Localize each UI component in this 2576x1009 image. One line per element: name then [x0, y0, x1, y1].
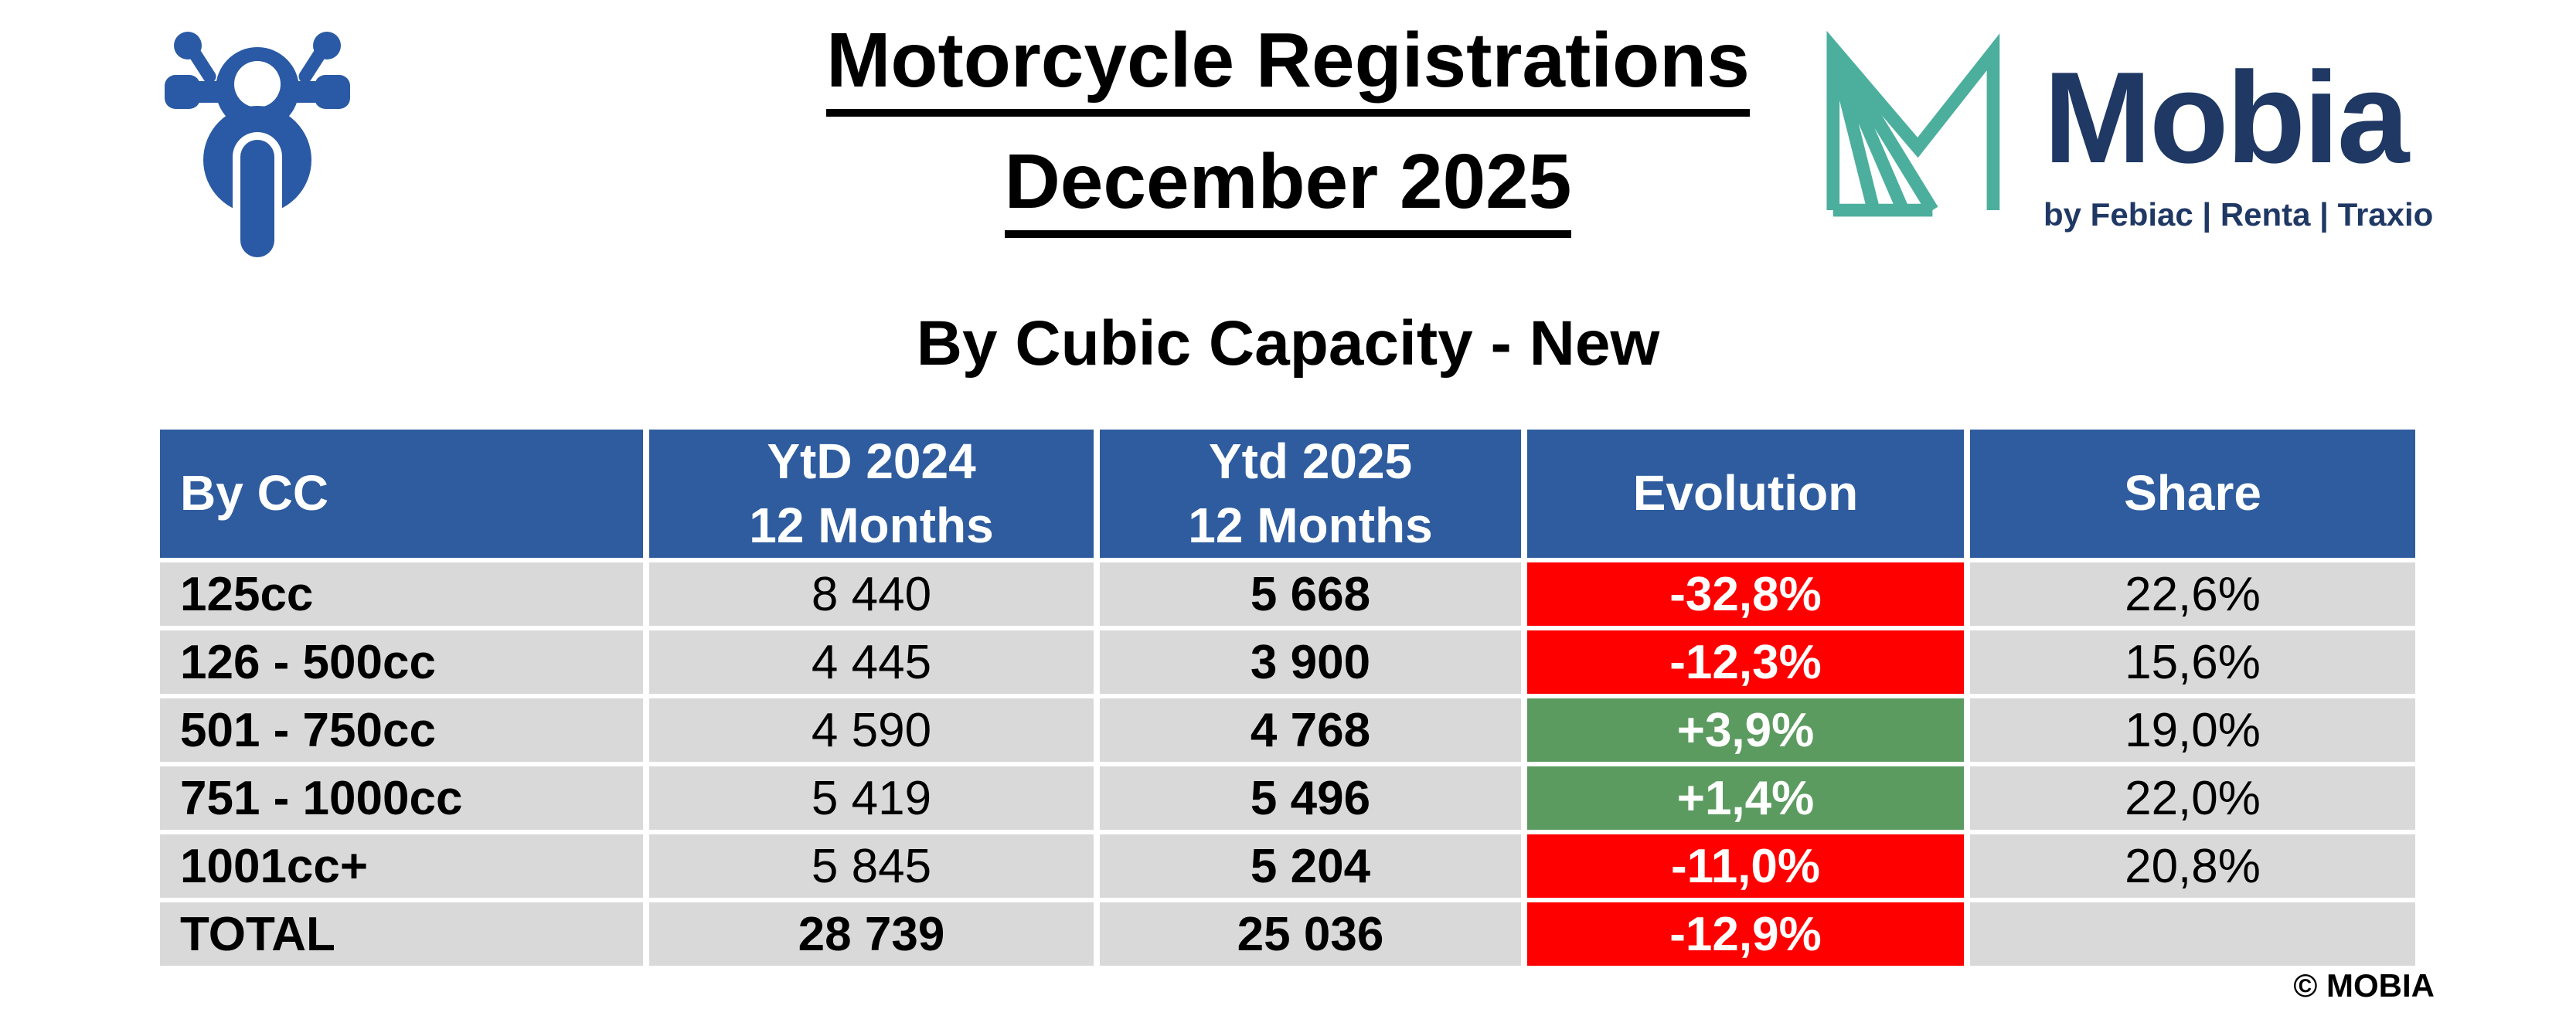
brand-name: Mobia: [2043, 45, 2409, 190]
ytd2024-value: 8 440: [649, 562, 1094, 626]
mobia-logo: Mobia by Febiac | Renta | Traxio: [1815, 31, 2433, 233]
title-text-1: Motorcycle Registrations: [826, 22, 1750, 117]
ytd2024-value: 5 845: [649, 834, 1094, 898]
col-header-ytd-2024: YtD 2024 12 Months: [649, 430, 1094, 558]
ytd2025-value: 4 768: [1100, 698, 1521, 762]
row-label: 1001cc+: [160, 834, 643, 898]
share-value-empty: [1970, 902, 2415, 966]
share-value: 22,0%: [1970, 766, 2415, 830]
ytd2025-value: 5 204: [1100, 834, 1521, 898]
header-line: 12 Months: [1188, 498, 1433, 553]
ytd2025-value: 5 496: [1100, 766, 1521, 830]
row-label: 125cc: [160, 562, 643, 626]
title-line-2: December 2025: [0, 143, 2576, 238]
ytd2024-value: 4 445: [649, 630, 1094, 694]
evolution-badge: -11,0%: [1527, 834, 1964, 898]
col-header-by-cc: By CC: [160, 430, 643, 558]
share-value: 20,8%: [1970, 834, 2415, 898]
mobia-logo-text: Mobia by Febiac | Renta | Traxio: [2043, 31, 2433, 233]
row-label: 126 - 500cc: [160, 630, 643, 694]
row-label: 501 - 750cc: [160, 698, 643, 762]
evolution-badge: +1,4%: [1527, 766, 1964, 830]
header-line: 12 Months: [749, 498, 994, 553]
evolution-badge: -12,3%: [1527, 630, 1964, 694]
ytd2024-value: 28 739: [649, 902, 1094, 966]
evolution-badge: -12,9%: [1527, 902, 1964, 966]
share-value: 15,6%: [1970, 630, 2415, 694]
header-line: YtD 2024: [767, 433, 976, 489]
row-label: 751 - 1000cc: [160, 766, 643, 830]
col-header-ytd-2025: Ytd 2025 12 Months: [1100, 430, 1521, 558]
ytd2024-value: 5 419: [649, 766, 1094, 830]
share-value: 19,0%: [1970, 698, 2415, 762]
evolution-badge: -32,8%: [1527, 562, 1964, 626]
copyright: © MOBIA: [2293, 967, 2435, 1004]
page-title: Motorcycle Registrations December 2025: [0, 22, 2576, 264]
share-value: 22,6%: [1970, 562, 2415, 626]
evolution-badge: +3,9%: [1527, 698, 1964, 762]
col-header-share: Share: [1970, 430, 2415, 558]
ytd2025-value: 5 668: [1100, 562, 1521, 626]
header-line: Ytd 2025: [1208, 433, 1413, 489]
title-text-2: December 2025: [1004, 143, 1572, 238]
brand-tagline: by Febiac | Renta | Traxio: [2043, 196, 2434, 233]
table-subtitle: By Cubic Capacity - New: [916, 308, 1660, 379]
mobia-m-icon: [1826, 31, 2000, 217]
ytd2024-value: 4 590: [649, 698, 1094, 762]
row-label-total: TOTAL: [160, 902, 643, 966]
title-line-1: Motorcycle Registrations: [0, 22, 2576, 117]
motorcycle-icon: [165, 32, 350, 259]
ytd2025-value: 3 900: [1100, 630, 1521, 694]
ytd2025-value: 25 036: [1100, 902, 1521, 966]
registrations-table: By CC YtD 2024 12 Months Ytd 2025 12 Mon…: [160, 430, 2415, 966]
col-header-evolution: Evolution: [1527, 430, 1964, 558]
